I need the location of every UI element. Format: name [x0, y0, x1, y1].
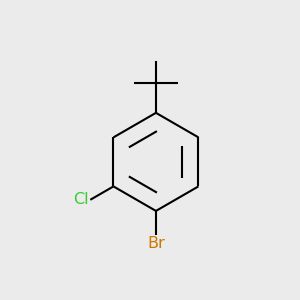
Text: Br: Br	[147, 236, 165, 251]
Text: Cl: Cl	[73, 192, 89, 207]
